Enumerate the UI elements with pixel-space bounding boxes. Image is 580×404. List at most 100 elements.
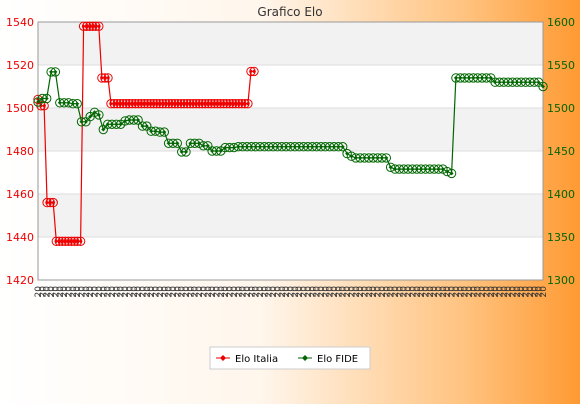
x-tick-label: 20 bbox=[478, 286, 488, 298]
x-tick-label: 20 bbox=[212, 286, 222, 298]
data-point-marker bbox=[136, 118, 141, 122]
x-tick-label: 20 bbox=[448, 286, 458, 298]
x-tick-label: 20 bbox=[247, 286, 257, 298]
x-tick-label: 20 bbox=[287, 286, 297, 298]
x-tick-label: 20 bbox=[217, 286, 227, 298]
data-point-marker bbox=[440, 167, 445, 172]
x-tick-label: 20 bbox=[165, 286, 175, 298]
x-tick-label: 20 bbox=[413, 286, 423, 298]
x-tick-label: 20 bbox=[374, 286, 384, 298]
data-point-marker bbox=[42, 103, 47, 108]
left-y-tick-label: 1520 bbox=[6, 59, 34, 72]
x-tick-label: 20 bbox=[130, 286, 140, 298]
x-tick-label: 20 bbox=[504, 286, 514, 298]
x-tick-label: 20 bbox=[112, 286, 122, 298]
data-point-marker bbox=[245, 101, 250, 106]
x-tick-label: 20 bbox=[339, 286, 349, 298]
x-tick-label: 20 bbox=[491, 286, 501, 298]
x-tick-label: 20 bbox=[152, 286, 162, 298]
x-tick-label: 20 bbox=[369, 286, 379, 298]
x-tick-label: 20 bbox=[182, 286, 192, 298]
data-point bbox=[159, 127, 170, 137]
x-tick-label: 20 bbox=[282, 286, 292, 298]
legend-box bbox=[209, 346, 371, 370]
data-point bbox=[103, 73, 113, 83]
x-tick-label: 20 bbox=[269, 286, 279, 298]
plot-band bbox=[38, 237, 543, 280]
x-tick-label: 20 bbox=[160, 286, 170, 298]
data-point-marker bbox=[175, 141, 180, 146]
x-tick-label: 20 bbox=[500, 286, 510, 298]
x-tick-label: 20 bbox=[121, 286, 131, 298]
data-point bbox=[338, 142, 348, 152]
plot-band bbox=[38, 22, 543, 65]
legend-marker-fide bbox=[302, 355, 308, 361]
data-point-marker bbox=[96, 112, 101, 117]
x-tick-label: 20 bbox=[539, 286, 549, 298]
x-tick-label: 20 bbox=[474, 286, 484, 298]
x-tick-label: 20 bbox=[465, 286, 475, 298]
x-tick-label: 20 bbox=[273, 286, 283, 298]
data-point bbox=[385, 162, 396, 173]
x-tick-label: 20 bbox=[169, 286, 179, 298]
x-tick-label: 20 bbox=[317, 286, 327, 298]
data-point-marker bbox=[197, 141, 202, 146]
data-point bbox=[381, 153, 391, 163]
x-tick-label: 20 bbox=[186, 286, 196, 298]
x-tick-label: 20 bbox=[321, 286, 331, 298]
x-tick-label: 20 bbox=[487, 286, 497, 298]
plot-band bbox=[38, 151, 543, 194]
x-tick-label: 20 bbox=[208, 286, 218, 298]
x-tick-label: 20 bbox=[400, 286, 410, 298]
x-tick-label: 20 bbox=[73, 286, 83, 298]
x-tick-label: 20 bbox=[134, 286, 144, 298]
data-point-marker bbox=[536, 80, 541, 85]
left-y-tick-label: 1540 bbox=[6, 16, 34, 29]
x-tick-label: 20 bbox=[243, 286, 253, 298]
x-tick-label: 20 bbox=[361, 286, 371, 298]
x-tick-label: 20 bbox=[291, 286, 301, 298]
data-point bbox=[538, 81, 548, 92]
x-tick-label: 20 bbox=[408, 286, 418, 298]
x-tick-label: 20 bbox=[421, 286, 431, 298]
data-point-marker bbox=[44, 96, 49, 101]
x-tick-label: 20 bbox=[234, 286, 244, 298]
x-tick-label: 20 bbox=[278, 286, 288, 298]
x-tick-label: 20 bbox=[343, 286, 353, 298]
x-tick-label: 20 bbox=[391, 286, 401, 298]
x-tick-label: 20 bbox=[295, 286, 305, 298]
data-point-marker bbox=[92, 110, 97, 115]
x-tick-label: 20 bbox=[47, 286, 57, 298]
x-tick-label: 20 bbox=[51, 286, 61, 298]
x-tick-label: 20 bbox=[356, 286, 366, 298]
x-tick-label: 20 bbox=[304, 286, 314, 298]
plot-band bbox=[38, 108, 543, 151]
plot-bands bbox=[38, 22, 543, 280]
x-tick-label: 20 bbox=[221, 286, 231, 298]
x-tick-label: 20 bbox=[173, 286, 183, 298]
x-tick-label: 20 bbox=[143, 286, 153, 298]
x-tick-label: 20 bbox=[452, 286, 462, 298]
x-tick-label: 20 bbox=[526, 286, 536, 298]
data-point-marker bbox=[541, 84, 545, 89]
x-tick-label: 20 bbox=[64, 286, 74, 298]
data-point bbox=[94, 21, 104, 31]
x-tick-label: 20 bbox=[252, 286, 262, 298]
data-point-marker bbox=[184, 149, 188, 154]
x-tick-label: 20 bbox=[95, 286, 105, 298]
x-tick-label: 20 bbox=[38, 286, 48, 298]
x-tick-label: 20 bbox=[300, 286, 310, 298]
x-tick-label: 20 bbox=[495, 286, 505, 298]
x-tick-label: 20 bbox=[313, 286, 323, 298]
left-y-ticks: 1420 1440 1460 1480 1500 1520 1540 bbox=[6, 16, 34, 287]
x-tick-label: 20 bbox=[426, 286, 436, 298]
data-point-marker bbox=[345, 151, 350, 156]
data-point bbox=[94, 110, 104, 120]
x-tick-label: 20 bbox=[509, 286, 519, 298]
legend-label-fide: Elo FIDE bbox=[317, 354, 358, 365]
data-point bbox=[50, 67, 61, 77]
left-y-tick-label: 1440 bbox=[6, 231, 34, 244]
x-tick-label: 20 bbox=[56, 286, 66, 298]
x-tick-label: 20 bbox=[156, 286, 166, 298]
legend: Elo Italia Elo FIDE bbox=[209, 346, 371, 370]
